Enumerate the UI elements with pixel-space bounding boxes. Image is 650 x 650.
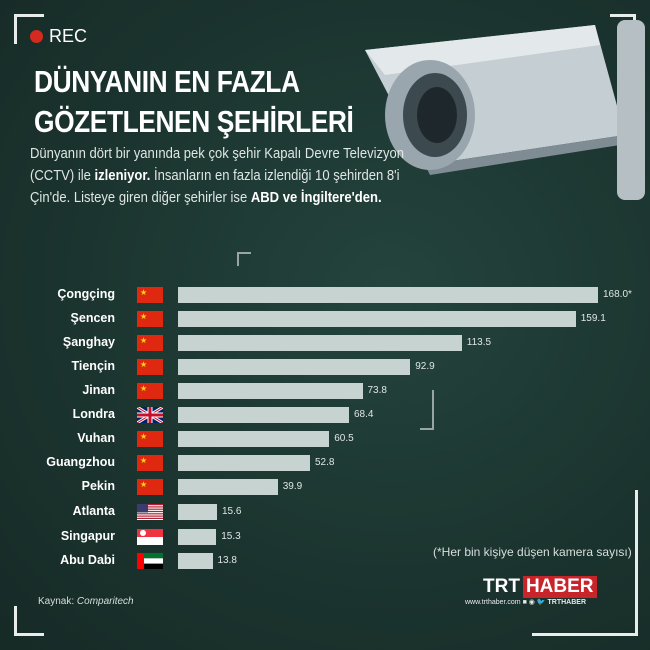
bar	[178, 311, 576, 327]
trt-haber-logo: TRT HABER	[483, 576, 597, 598]
title-line-1: DÜNYANIN EN FAZLA	[34, 64, 300, 99]
bar	[178, 529, 217, 545]
bar	[178, 479, 278, 495]
bar	[178, 335, 462, 351]
category-label: Abu Dabi	[60, 553, 115, 567]
value-label: 73.8	[367, 385, 387, 396]
bar	[178, 359, 411, 375]
chart-note: (*Her bin kişiye düşen kamera sayısı)	[433, 545, 632, 559]
svg-text:★: ★	[140, 360, 147, 369]
category-label: Vuhan	[77, 431, 115, 445]
category-label: Londra	[72, 407, 115, 421]
svg-text:★: ★	[140, 288, 147, 297]
desc-text: İnsanların en fazla izlendiği 10 şehirde…	[30, 168, 400, 206]
value-label: 113.5	[466, 337, 492, 348]
record-dot-icon	[30, 30, 43, 43]
value-label: 159.1	[580, 313, 606, 324]
value-label: 168.0*	[603, 289, 632, 300]
instagram-icon[interactable]: ◉	[528, 599, 535, 606]
desc-bold: izleniyor.	[94, 168, 151, 184]
usa-flag-icon	[137, 504, 163, 520]
desc-text: Dünyanın dört bir yanında pek çok şehir …	[30, 146, 405, 184]
title-line-2: GÖZETLENEN ŞEHİRLERİ	[34, 104, 354, 139]
rec-label: REC	[49, 26, 88, 46]
category-label: Şencen	[70, 311, 115, 325]
china-flag-icon: ★	[137, 383, 163, 399]
value-label: 15.6	[222, 506, 242, 517]
focus-bracket	[237, 252, 251, 266]
category-label: Çongçing	[57, 287, 115, 301]
china-flag-icon: ★	[137, 311, 163, 327]
description: Dünyanın dört bir yanında pek çok şehir …	[30, 143, 426, 209]
china-flag-icon: ★	[137, 287, 163, 303]
value-label: 92.9	[415, 361, 435, 372]
china-flag-icon: ★	[137, 479, 163, 495]
source: Kaynak: Comparitech	[38, 596, 134, 607]
singapore-flag-icon	[137, 529, 163, 545]
bar	[178, 504, 217, 520]
category-label: Singapur	[60, 529, 115, 543]
facebook-icon[interactable]: ■	[522, 599, 527, 606]
bar	[178, 407, 349, 423]
bar	[178, 431, 330, 447]
twitter-handle[interactable]: TRTHABER	[547, 599, 587, 606]
bar	[178, 287, 598, 303]
focus-bracket	[420, 390, 434, 430]
value-label: 39.9	[282, 481, 303, 492]
svg-text:★: ★	[140, 432, 147, 441]
frame-corner	[14, 606, 44, 636]
uk-flag-icon	[136, 405, 164, 425]
category-label: Guangzhou	[46, 455, 115, 469]
bar	[178, 383, 363, 399]
cctv-camera-illustration	[365, 20, 645, 200]
category-label: Jinan	[82, 383, 115, 397]
category-label: Atlanta	[72, 504, 115, 518]
source-name: Comparitech	[76, 596, 134, 607]
rec-indicator: REC	[30, 26, 87, 47]
china-flag-icon: ★	[137, 359, 163, 375]
svg-text:★: ★	[140, 312, 147, 321]
website-link[interactable]: www.trthaber.com	[465, 599, 521, 606]
bar	[178, 455, 310, 471]
svg-text:★: ★	[140, 336, 147, 345]
china-flag-icon: ★	[137, 431, 163, 447]
value-label: 13.8	[217, 555, 237, 566]
value-label: 60.5	[334, 433, 354, 444]
value-label: 52.8	[315, 457, 335, 468]
logo-trt: TRT	[483, 576, 520, 597]
category-label: Şanghay	[62, 335, 115, 349]
desc-bold: ABD ve İngiltere'den.	[250, 190, 382, 206]
bar	[178, 553, 213, 569]
social-links: www.trthaber.com ■ ◉ 🐦 TRTHABER	[465, 598, 586, 606]
page-title: DÜNYANIN EN FAZLA GÖZETLENEN ŞEHİRLERİ	[34, 62, 354, 142]
value-label: 15.3	[221, 531, 241, 542]
logo-haber: HABER	[522, 576, 597, 598]
svg-text:★: ★	[140, 384, 147, 393]
uae-flag-icon	[137, 553, 163, 569]
china-flag-icon: ★	[137, 455, 163, 471]
frame-corner	[14, 14, 44, 44]
category-label: Tiençin	[71, 359, 115, 373]
frame-corner	[532, 490, 638, 636]
svg-text:★: ★	[140, 480, 147, 489]
source-label: Kaynak:	[38, 596, 75, 607]
value-label: 68.4	[354, 409, 374, 420]
svg-text:★: ★	[140, 456, 147, 465]
twitter-icon[interactable]: 🐦	[536, 599, 546, 606]
china-flag-icon: ★	[137, 335, 163, 351]
category-label: Pekin	[81, 479, 115, 493]
